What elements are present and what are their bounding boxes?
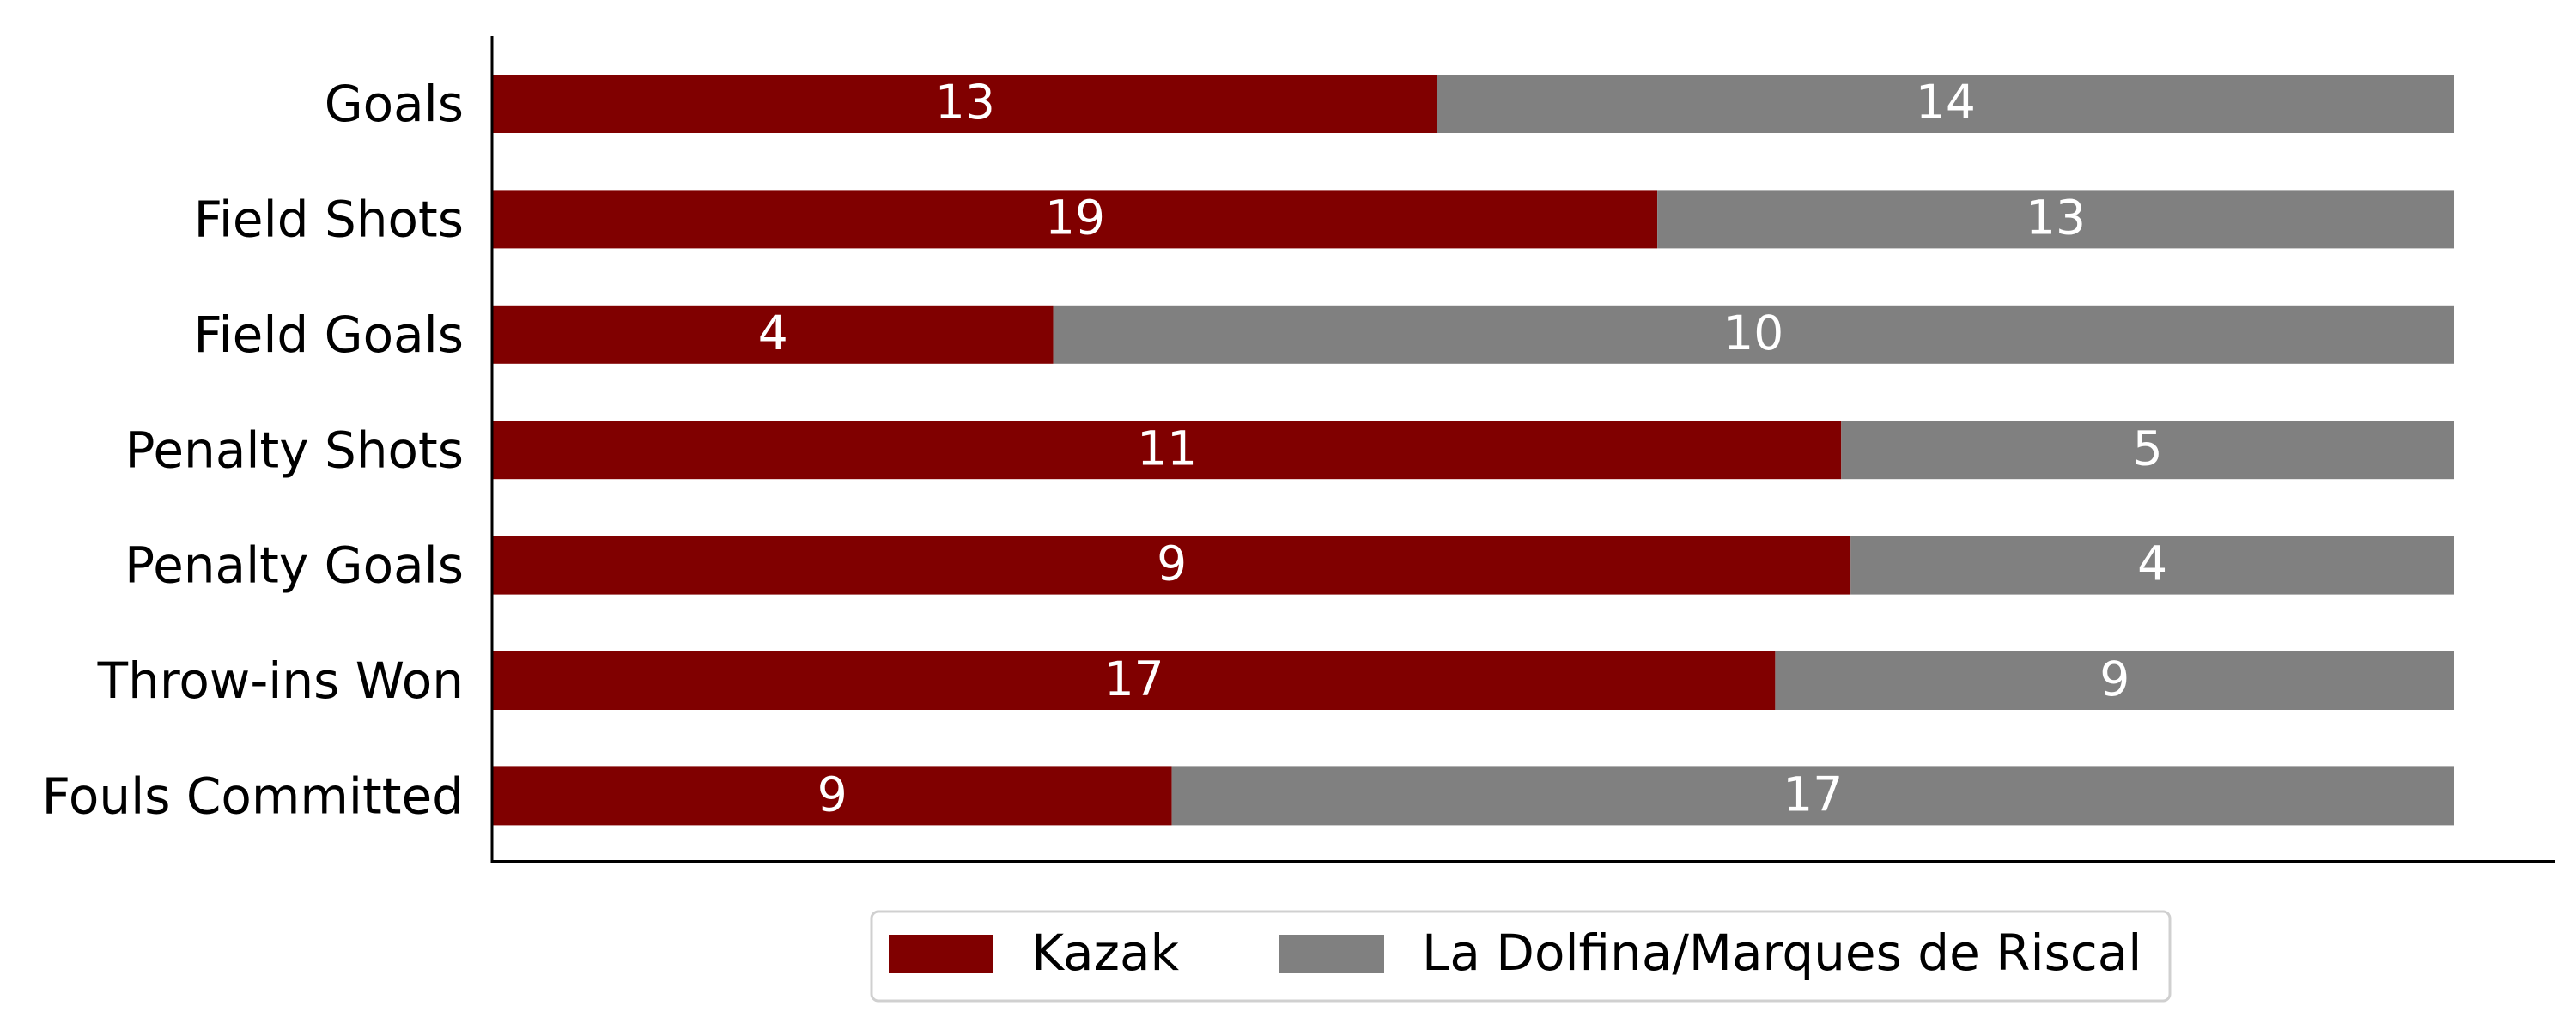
bar-penalty-goals-kazak	[493, 536, 1851, 595]
bar-goals-kazak	[493, 75, 1437, 133]
legend: Kazak La Dolfina/Marques de Riscal	[870, 910, 2172, 1003]
bar-goals-la-dolfina-marques-de-riscal	[1437, 75, 2454, 133]
data-label-penalty-shots-la-dolfina-marques-de-riscal: 5	[2133, 421, 2163, 476]
bar-penalty-shots-kazak	[493, 421, 1842, 480]
category-label-fouls-committed: Fouls Committed	[42, 767, 464, 826]
bar-field-goals-kazak	[493, 305, 1054, 364]
legend-label-kazak: Kazak	[1031, 924, 1180, 982]
data-label-penalty-shots-kazak: 11	[1137, 421, 1197, 476]
bar-throw-ins-won-kazak	[493, 651, 1776, 710]
bar-fouls-committed-kazak	[493, 766, 1172, 826]
category-label-throw-ins-won: Throw-ins Won	[97, 651, 464, 710]
data-label-goals-kazak: 13	[935, 75, 995, 130]
legend-swatch-la-dolfina-marques-de-riscal	[1279, 935, 1384, 973]
data-label-throw-ins-won-la-dolfina-marques-de-riscal: 9	[2099, 651, 2129, 706]
data-label-fouls-committed-la-dolfina-marques-de-riscal: 17	[1783, 767, 1843, 822]
bar-throw-ins-won-la-dolfina-marques-de-riscal	[1775, 651, 2454, 710]
category-label-penalty-goals: Penalty Goals	[125, 536, 464, 595]
data-label-penalty-goals-kazak: 9	[1157, 536, 1187, 591]
category-label-goals: Goals	[325, 75, 464, 133]
bars-layer: 13 14 19 13 4 10 11 5 9 4 17 9 9 17	[493, 75, 2455, 826]
category-labels: Goals Field Shots Field Goals Penalty Shots…	[42, 75, 464, 825]
data-label-goals-la-dolfina-marques-de-riscal: 14	[1916, 75, 1976, 130]
legend-label-la-dolfina-marques-de-riscal: La Dolfina/Marques de Riscal	[1422, 924, 2142, 982]
data-label-field-goals-la-dolfina-marques-de-riscal: 10	[1723, 306, 1783, 360]
legend-frame	[870, 910, 2172, 1003]
bar-field-shots-la-dolfina-marques-de-riscal	[1657, 190, 2455, 249]
bar-penalty-goals-la-dolfina-marques-de-riscal	[1850, 536, 2454, 595]
bar-field-shots-kazak	[493, 190, 1658, 249]
data-label-fouls-committed-kazak: 9	[817, 767, 848, 822]
data-label-throw-ins-won-kazak: 17	[1104, 651, 1164, 706]
bar-fouls-committed-la-dolfina-marques-de-riscal	[1171, 766, 2454, 826]
category-label-field-goals: Field Goals	[193, 306, 464, 364]
data-label-field-goals-kazak: 4	[758, 306, 788, 360]
data-label-penalty-goals-la-dolfina-marques-de-riscal: 4	[2137, 536, 2167, 591]
category-label-penalty-shots: Penalty Shots	[125, 421, 464, 479]
bar-penalty-shots-la-dolfina-marques-de-riscal	[1841, 421, 2454, 480]
data-label-field-shots-kazak: 19	[1045, 191, 1105, 245]
category-label-field-shots: Field Shots	[194, 191, 464, 249]
legend-swatch-kazak	[889, 935, 993, 973]
bar-field-goals-la-dolfina-marques-de-riscal	[1053, 305, 2454, 364]
data-label-field-shots-la-dolfina-marques-de-riscal: 13	[2026, 191, 2086, 245]
